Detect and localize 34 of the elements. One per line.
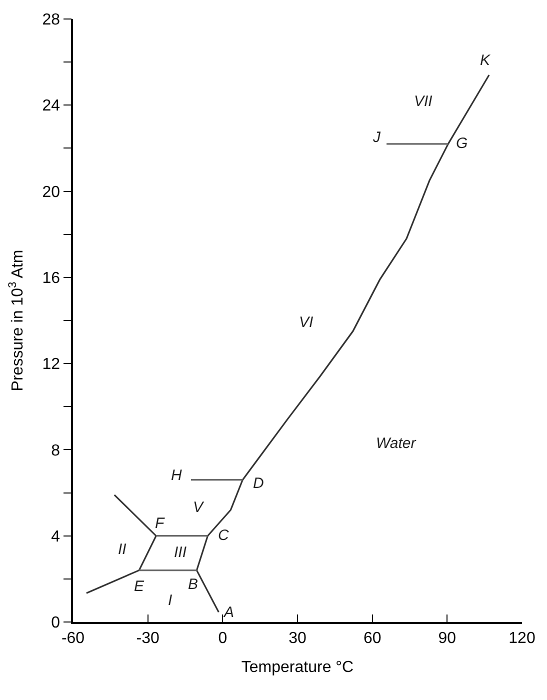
x-tick-label: 90 [438,630,456,647]
annotation: II [118,541,126,558]
annotation: Water [376,435,417,452]
x-axis-title: Temperature °C [241,659,354,676]
x-tick-label: 0 [218,630,228,647]
annotation: V [193,499,205,516]
annotation: H [171,467,182,484]
annotation: D [253,475,264,492]
y-tick-label: 20 [42,184,60,201]
annotation: III [174,544,187,561]
y-tick-label: 4 [51,528,60,546]
y-tick-label: 8 [51,442,60,460]
y-tick-label: 28 [42,12,60,29]
annotation: F [155,515,165,532]
x-tick-label: 60 [363,630,382,647]
y-tick-label: 0 [51,614,60,632]
annotation: J [372,129,381,146]
x-tick-label: -60 [61,630,85,647]
annotation: C [218,527,229,544]
x-tick-label: -30 [136,630,160,647]
x-tick-label: 30 [288,630,306,647]
y-tick-label: 24 [42,98,60,115]
line-series [86,494,157,594]
annotation: VII [414,93,432,110]
y-tick-label: 12 [42,356,60,374]
annotation: B [188,576,198,593]
annotation: K [480,52,491,69]
x-tick-label: 120 [508,630,536,647]
y-tick-label: 16 [42,270,60,288]
annotation: I [168,592,172,609]
annotation: E [134,578,145,595]
annotation: A [223,604,234,621]
annotation: VI [299,314,314,331]
annotation: G [456,135,468,152]
